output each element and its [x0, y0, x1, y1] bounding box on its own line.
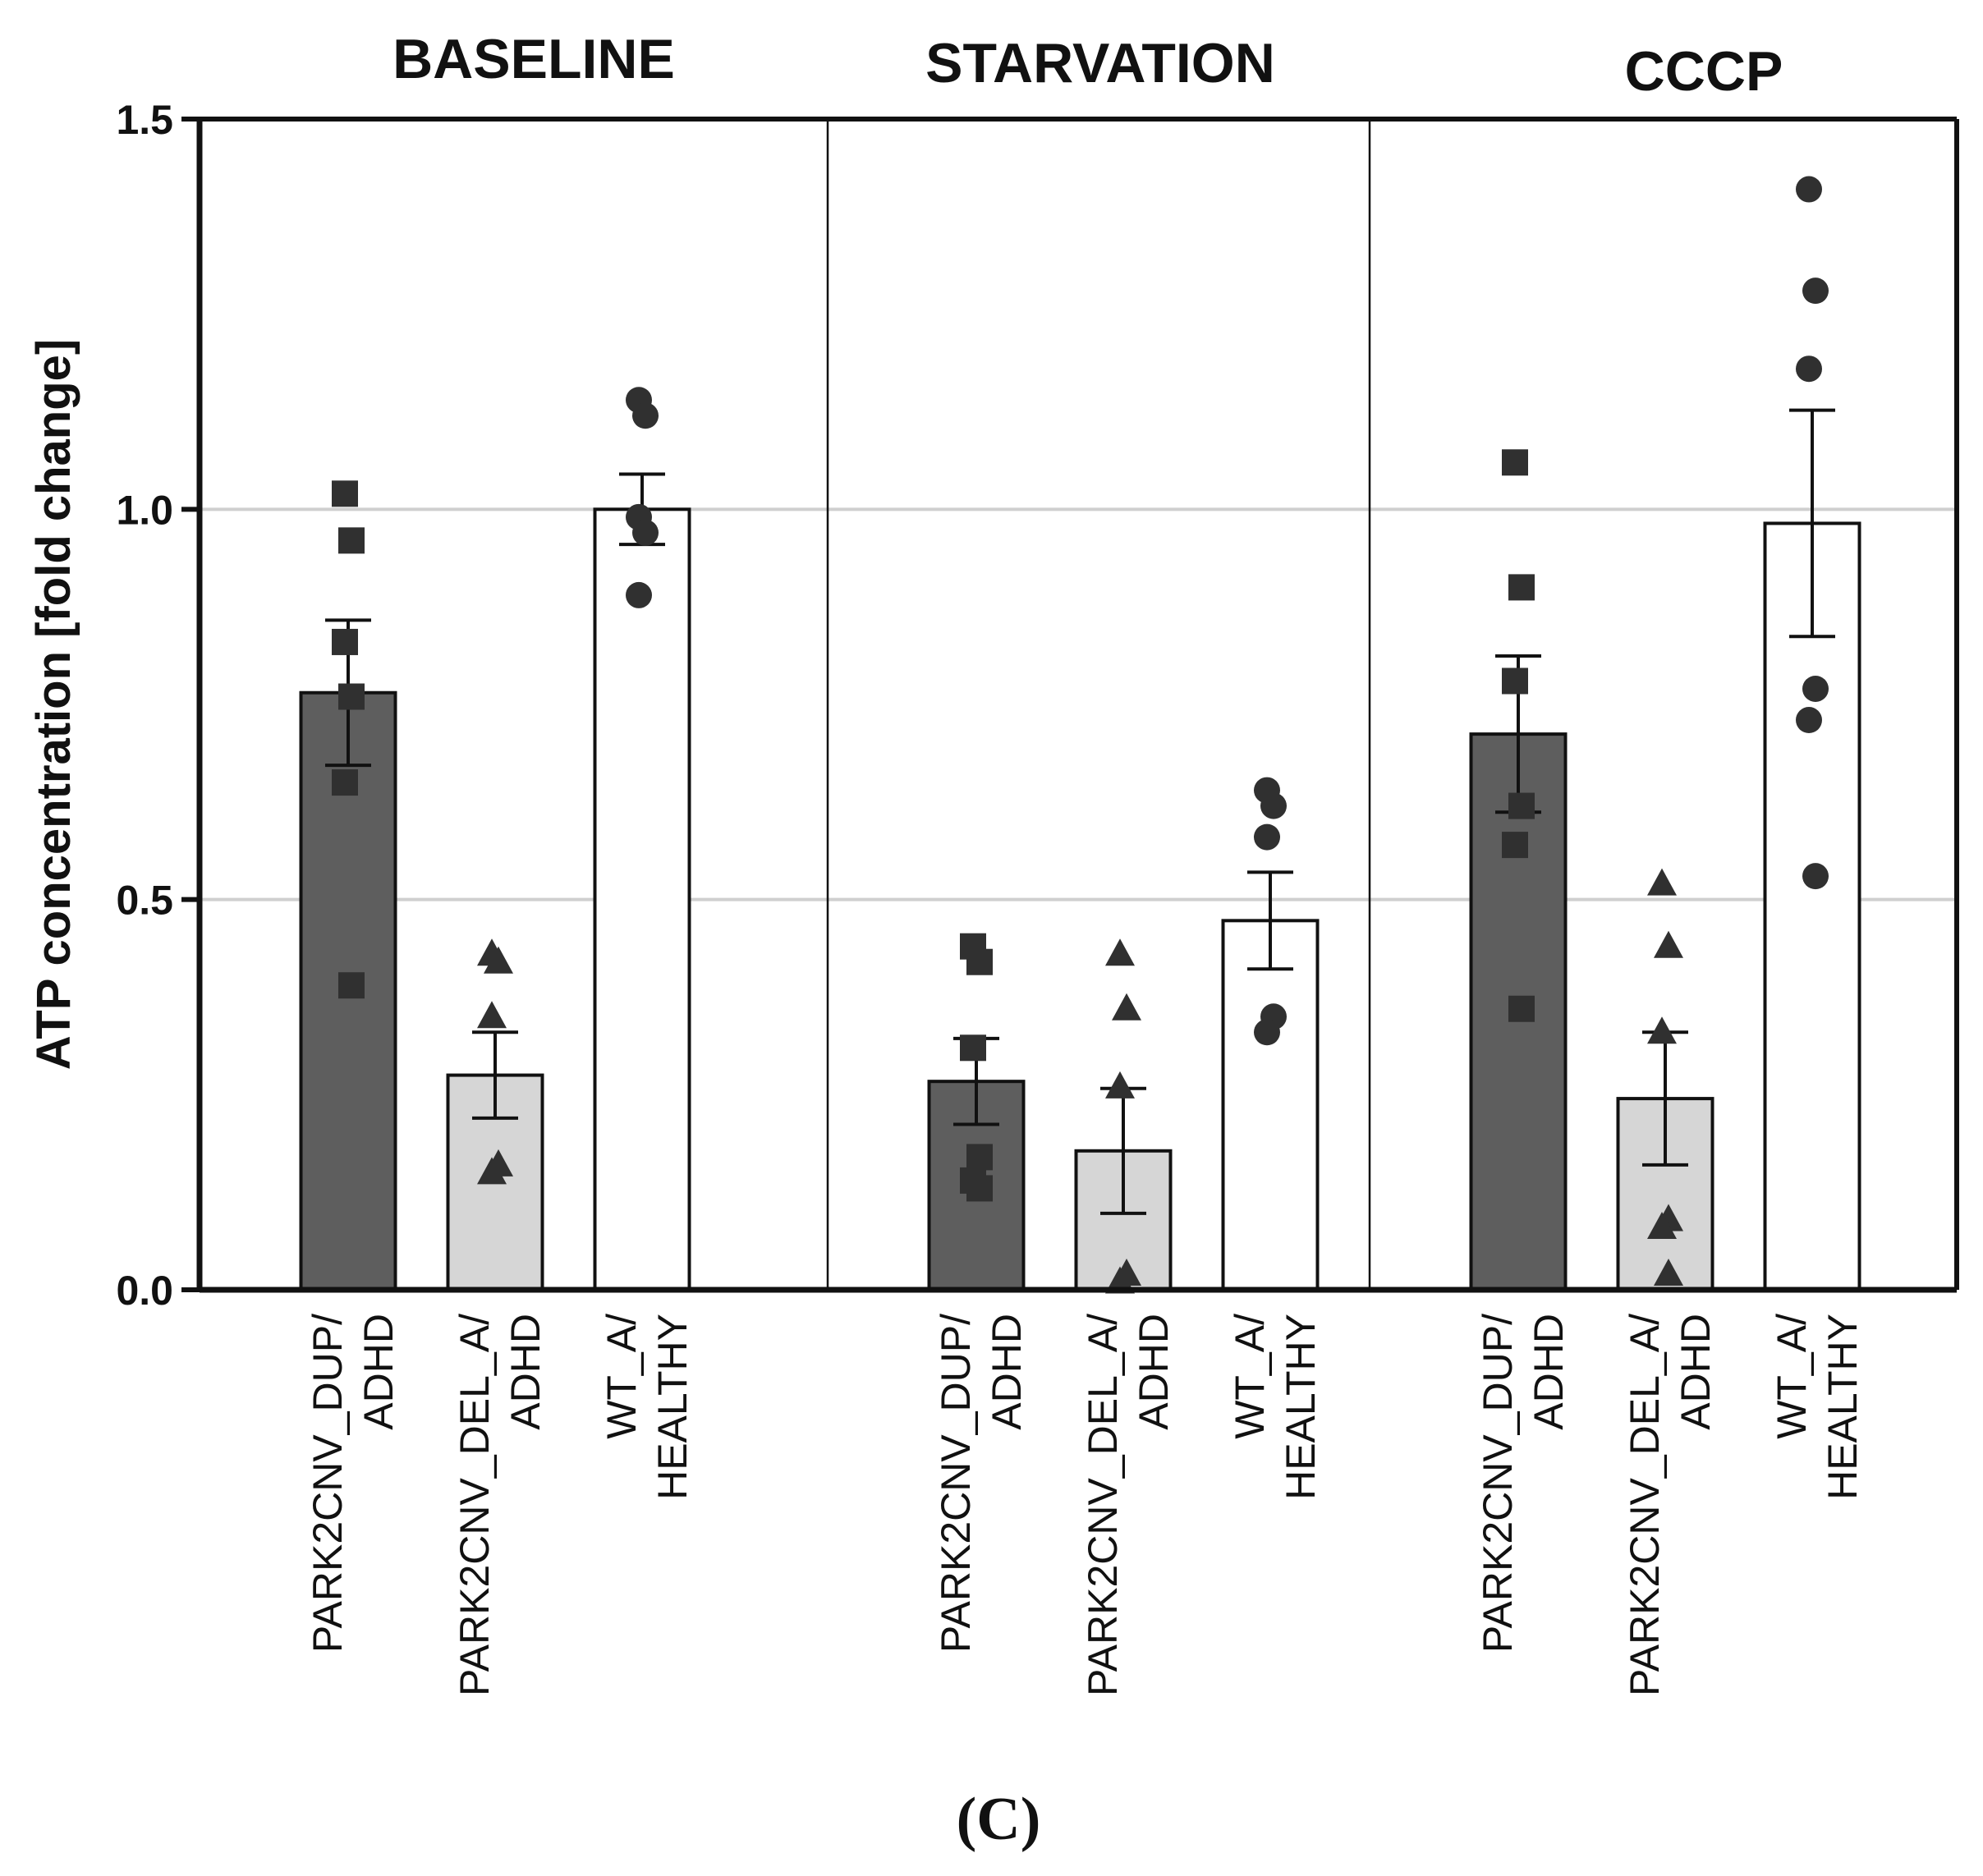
point-baseline-del — [477, 1157, 507, 1185]
point-starvation-del — [1105, 938, 1135, 966]
bar-cccp-wt — [1763, 521, 1861, 1291]
point-cccp-dup — [1502, 832, 1528, 859]
bar-baseline-wt — [593, 507, 691, 1291]
point-cccp-del — [1647, 1016, 1677, 1044]
point-baseline-del — [484, 946, 513, 974]
y-tick-label: 1.0 — [116, 487, 173, 533]
category-label: WT_A/HEALTHY — [1227, 1314, 1324, 1500]
category-label: PARK2CNV_DEL_A/ADHD — [452, 1314, 549, 1696]
category-label-line2: HEALTHY — [1820, 1314, 1866, 1500]
category-label-line2: HEALTHY — [650, 1314, 695, 1500]
bar-starvation-wt — [1221, 919, 1320, 1292]
figure-caption: (C) — [957, 1786, 1041, 1853]
point-cccp-wt — [1796, 176, 1822, 203]
category-label-line2: ADHD — [356, 1314, 402, 1430]
point-cccp-del — [1654, 1258, 1683, 1286]
category-label: PARK2CNV_DUP/ADHD — [933, 1314, 1030, 1653]
category-label-line2: ADHD — [1526, 1314, 1572, 1430]
point-starvation-dup — [966, 1175, 993, 1202]
category-label-line2: ADHD — [503, 1314, 549, 1430]
point-cccp-del — [1654, 930, 1683, 958]
category-label-line1: PARK2CNV_DEL_A/ — [1080, 1314, 1126, 1696]
point-starvation-wt — [1260, 792, 1287, 819]
point-cccp-dup — [1508, 995, 1535, 1022]
category-label-line1: WT_A/ — [1769, 1314, 1815, 1439]
point-cccp-wt — [1796, 707, 1822, 734]
point-starvation-wt — [1254, 823, 1280, 851]
point-starvation-del — [1112, 993, 1141, 1021]
category-label-line1: PARK2CNV_DUP/ — [305, 1314, 351, 1653]
point-baseline-dup — [332, 480, 358, 507]
point-starvation-wt — [1254, 1019, 1280, 1046]
panel-title-1: STARVATION — [925, 32, 1275, 94]
point-cccp-del — [1647, 1211, 1677, 1239]
category-label-line1: PARK2CNV_DEL_A/ — [452, 1314, 498, 1696]
category-label-line1: PARK2CNV_DEL_A/ — [1622, 1314, 1668, 1696]
category-label-line1: WT_A/ — [1227, 1314, 1273, 1439]
category-label: PARK2CNV_DEL_A/ADHD — [1080, 1314, 1177, 1696]
category-label-line2: ADHD — [1131, 1314, 1177, 1430]
point-cccp-wt — [1802, 278, 1829, 305]
point-cccp-dup — [1502, 449, 1528, 476]
category-label-line2: ADHD — [984, 1314, 1030, 1430]
point-starvation-dup — [966, 948, 993, 975]
point-baseline-dup — [338, 683, 365, 710]
category-label: PARK2CNV_DEL_A/ADHD — [1622, 1314, 1719, 1696]
point-starvation-del — [1105, 1071, 1135, 1099]
category-label: PARK2CNV_DUP/ADHD — [1475, 1314, 1572, 1653]
point-starvation-dup — [960, 1034, 986, 1062]
panel-title-2: CCCP — [1625, 40, 1783, 103]
y-tick-label: 1.5 — [116, 97, 173, 143]
point-baseline-dup — [338, 972, 365, 999]
category-label-line1: PARK2CNV_DUP/ — [1475, 1314, 1521, 1653]
point-cccp-wt — [1802, 863, 1829, 890]
point-cccp-wt — [1802, 675, 1829, 702]
point-starvation-dup — [966, 1144, 993, 1171]
category-label-line2: HEALTHY — [1278, 1314, 1324, 1500]
category-label-line1: PARK2CNV_DUP/ — [933, 1314, 979, 1653]
point-cccp-del — [1647, 868, 1677, 896]
y-tick-label: 0.0 — [116, 1268, 173, 1314]
point-baseline-dup — [332, 769, 358, 796]
category-label-line1: WT_A/ — [599, 1314, 645, 1439]
gridlines — [200, 507, 1957, 901]
point-cccp-dup — [1508, 792, 1535, 819]
point-cccp-dup — [1508, 574, 1535, 601]
data-points — [332, 176, 1829, 1294]
point-cccp-wt — [1796, 355, 1822, 383]
y-axis: 0.0 0.5 1.0 1.5 — [116, 97, 203, 1314]
plot-frame — [200, 117, 1959, 1293]
error-bars — [325, 408, 1835, 1215]
category-label: WT_A/HEALTHY — [1769, 1314, 1866, 1500]
y-tick-label: 0.5 — [116, 878, 173, 924]
point-baseline-dup — [338, 527, 365, 554]
point-baseline-del — [477, 1001, 507, 1029]
category-label: PARK2CNV_DUP/ADHD — [305, 1314, 402, 1653]
point-baseline-wt — [632, 402, 659, 429]
point-cccp-dup — [1502, 667, 1528, 695]
bars — [299, 507, 1861, 1292]
y-axis-title: ATP concentration [fold change] — [27, 339, 80, 1070]
panel-title-0: BASELINE — [392, 28, 675, 90]
point-starvation-del — [1105, 1266, 1135, 1294]
point-baseline-dup — [332, 628, 358, 655]
point-baseline-wt — [632, 519, 659, 546]
category-label: WT_A/HEALTHY — [599, 1314, 695, 1500]
point-baseline-wt — [626, 581, 652, 608]
category-label-line2: ADHD — [1673, 1314, 1719, 1430]
